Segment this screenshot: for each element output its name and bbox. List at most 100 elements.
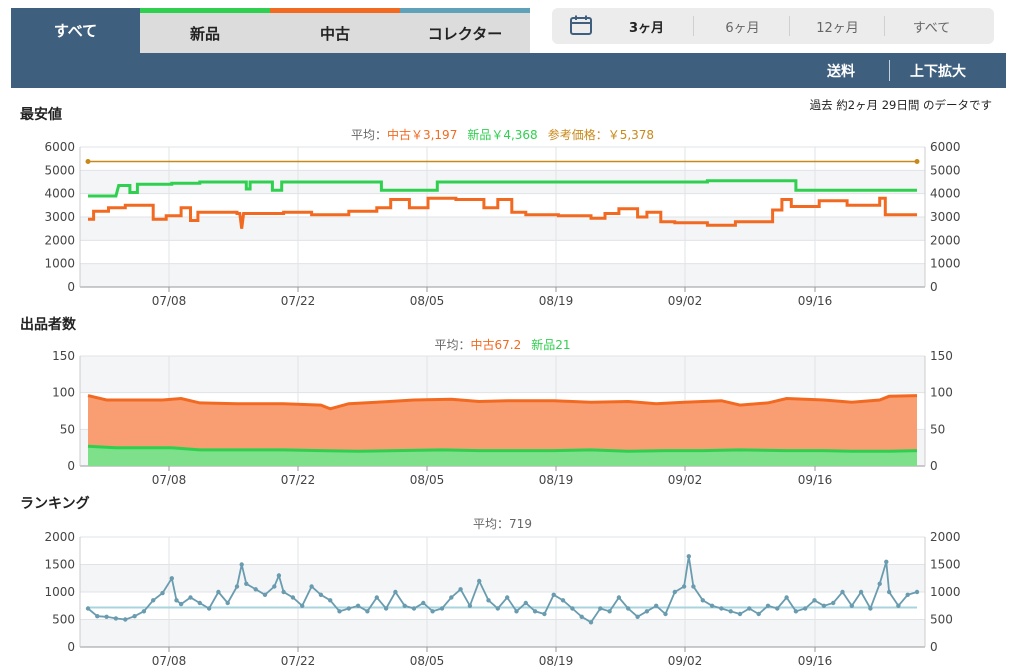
series-line-new	[88, 179, 917, 198]
rank-point	[328, 598, 333, 603]
rank-point	[113, 616, 119, 621]
rank-point	[812, 598, 817, 603]
x-tick-label: 08/19	[539, 294, 574, 308]
rank-point	[607, 609, 612, 614]
rank-point	[644, 609, 650, 614]
range-all[interactable]: すべて	[912, 20, 951, 36]
range-divider	[884, 16, 885, 36]
rank-point	[151, 598, 156, 603]
rank-point	[290, 595, 296, 600]
rank-point	[579, 614, 584, 619]
rank-point	[868, 606, 873, 611]
y-tick-label-right: 500	[930, 613, 953, 627]
y-tick-label-left: 0	[67, 640, 75, 654]
rank-point	[672, 589, 677, 595]
tab-new[interactable]: 新品	[140, 8, 270, 53]
zoom-button[interactable]: 上下拡大	[910, 63, 966, 80]
rank-point	[365, 609, 370, 614]
rank-point	[197, 600, 202, 606]
series-area-used	[88, 395, 917, 466]
rank-point	[858, 589, 864, 595]
y-tick-label-left: 1000	[44, 257, 75, 271]
average-value: 新品￥4,368	[467, 128, 538, 142]
x-tick-label: 08/05	[410, 473, 445, 487]
rank-point	[551, 592, 556, 597]
rank-point	[654, 603, 659, 608]
y-tick-label-right: 2000	[930, 530, 961, 544]
x-tick-label: 07/22	[281, 294, 316, 308]
rank-point	[276, 573, 282, 578]
rank-point	[318, 592, 324, 597]
series-line-new	[87, 444, 918, 453]
rank-point	[393, 589, 398, 595]
rank-point	[914, 589, 920, 595]
y-tick-label-right: 1500	[930, 558, 961, 572]
y-tick-label-right: 50	[930, 422, 945, 436]
y-tick-label-right: 150	[930, 350, 953, 363]
rank-point	[439, 606, 445, 611]
rank-point	[355, 603, 361, 608]
reference-point	[85, 159, 91, 164]
range-12m[interactable]: 12ヶ月	[816, 20, 859, 36]
rank-point	[262, 592, 268, 597]
rank-point	[737, 611, 743, 617]
rank-point	[174, 598, 179, 603]
tab-collector[interactable]: コレクター	[400, 8, 530, 53]
rank-point	[681, 584, 687, 589]
rank-point	[141, 609, 147, 614]
toolbar-divider	[889, 60, 890, 81]
rank-point	[309, 584, 314, 589]
y-tick-label-right: 0	[930, 459, 938, 473]
y-tick-label-left: 0	[67, 280, 75, 294]
x-tick-label: 08/19	[539, 654, 574, 666]
tab-used[interactable]: 中古	[270, 8, 400, 53]
series-line-used	[87, 394, 918, 411]
range-3m[interactable]: 3ヶ月	[628, 20, 665, 36]
y-tick-label-right: 0	[930, 640, 938, 654]
shipping-button[interactable]: 送料	[827, 63, 855, 80]
rank-point	[765, 603, 771, 608]
average-value: 中古￥3,197	[386, 128, 458, 142]
y-tick-label-left: 2000	[44, 233, 75, 247]
rank-point	[523, 600, 528, 606]
x-tick-label: 09/16	[798, 294, 833, 308]
y-tick-label-left: 150	[52, 350, 75, 363]
y-tick-label-left: 2000	[44, 530, 75, 544]
x-tick-label: 08/19	[539, 473, 574, 487]
rank-point	[896, 603, 901, 608]
range-6m[interactable]: 6ヶ月	[725, 20, 760, 36]
average-value: 719	[509, 517, 532, 531]
rank-chart: 0 0 500 500 1000 1000 1500 1500 2000 2000 07/08 07/…	[44, 530, 961, 666]
plot-band	[80, 564, 925, 592]
average-prefix: 平均：	[434, 338, 471, 352]
y-tick-label-right: 3000	[930, 210, 961, 224]
y-tick-label-right: 1000	[930, 585, 961, 599]
x-tick-label: 07/08	[152, 294, 187, 308]
rank-point	[206, 606, 212, 611]
rank-point	[626, 606, 631, 611]
rank-point	[831, 600, 836, 606]
rank-point	[840, 589, 845, 595]
average-value: 新品21	[531, 338, 571, 352]
rank-point	[430, 609, 435, 614]
x-tick-label: 07/22	[281, 654, 316, 666]
rank-point	[85, 606, 91, 611]
y-tick-label-left: 500	[52, 613, 75, 627]
series-line-used	[88, 196, 917, 229]
rank-point	[104, 614, 109, 619]
condition-tabs: すべて 新品 中古 コレクター	[11, 8, 531, 53]
plot-band	[80, 217, 925, 241]
rank-point	[225, 600, 230, 606]
rank-point	[402, 603, 407, 608]
tab-all[interactable]: すべて	[11, 8, 140, 53]
rank-point	[686, 554, 691, 559]
y-tick-label-left: 5000	[44, 163, 75, 177]
y-tick-label-right: 100	[930, 386, 953, 400]
y-tick-label-left: 100	[52, 386, 75, 400]
x-tick-label: 08/05	[410, 294, 445, 308]
rank-point	[700, 598, 705, 603]
rank-point	[560, 598, 566, 603]
rank-point	[411, 606, 417, 611]
price-chart: 0 0 1000 1000 2000 2000 3000 3000 4000 4000 5000 50…	[44, 140, 961, 308]
rank-point	[458, 587, 463, 592]
